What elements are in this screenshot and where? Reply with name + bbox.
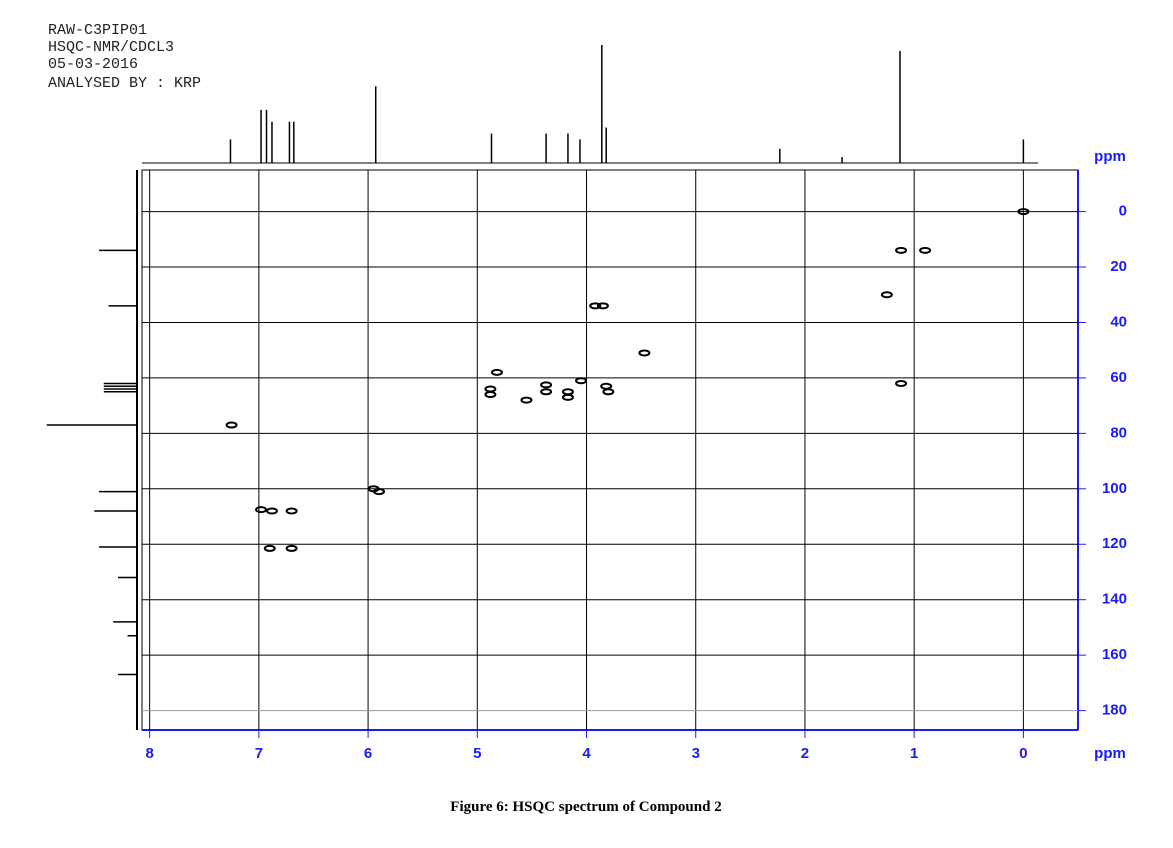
caption: Figure 6: HSQC spectrum of Compound 2: [450, 799, 721, 815]
x-tick-label: 0: [1019, 745, 1027, 762]
cross-peak: [895, 246, 908, 254]
y-tick-label: 80: [1110, 424, 1127, 441]
cross-peak: [600, 382, 613, 390]
cross-peak: [602, 388, 615, 396]
x-axis-label: ppm: [1094, 745, 1126, 762]
x-tick-label: 8: [145, 745, 153, 762]
cross-peak: [263, 544, 276, 552]
cross-peak: [561, 393, 574, 401]
cross-peak: [880, 291, 893, 299]
y-axis-label: ppm: [1094, 148, 1126, 165]
cross-peak: [255, 506, 268, 514]
x-tick-label: 1: [910, 745, 918, 762]
cross-peak: [484, 385, 497, 393]
x-tick-label: 5: [473, 745, 481, 762]
cross-peak: [561, 388, 574, 396]
cross-peak: [484, 391, 497, 399]
cross-peak: [540, 388, 553, 396]
plot-frame: [141, 169, 1079, 731]
x-tick-label: 6: [364, 745, 372, 762]
x-tick-label: 4: [582, 745, 591, 762]
y-tick-label: 100: [1102, 480, 1127, 497]
header-line: HSQC-NMR/CDCL3: [48, 39, 174, 56]
cross-peak: [265, 507, 278, 515]
cross-peak: [520, 396, 533, 404]
cross-peak: [490, 368, 503, 376]
cross-peak: [1017, 208, 1030, 216]
y-tick-label: 120: [1102, 535, 1127, 552]
y-tick-label: 140: [1102, 591, 1127, 608]
cross-peak: [895, 379, 908, 387]
header-line: 05-03-2016: [48, 56, 138, 73]
cross-peak: [373, 488, 386, 496]
cross-peak: [596, 302, 609, 310]
y-tick-label: 40: [1110, 313, 1127, 330]
cross-peak: [638, 349, 651, 357]
cross-peak: [540, 381, 553, 389]
y-tick-label: 180: [1102, 702, 1127, 719]
header-line: RAW-C3PIP01: [48, 22, 147, 39]
y-tick-label: 0: [1119, 203, 1127, 220]
y-tick-label: 160: [1102, 646, 1127, 663]
y-tick-label: 20: [1110, 258, 1127, 275]
cross-peak: [225, 421, 238, 429]
cross-peak: [575, 377, 588, 385]
x-tick-label: 3: [692, 745, 700, 762]
header-line: ANALYSED BY : KRP: [48, 75, 201, 92]
x-tick-label: 7: [255, 745, 263, 762]
cross-peak: [285, 544, 298, 552]
cross-peak: [285, 507, 298, 515]
cross-peak: [919, 246, 932, 254]
x-tick-label: 2: [801, 745, 809, 762]
y-tick-label: 60: [1110, 369, 1127, 386]
cross-peak: [589, 302, 602, 310]
